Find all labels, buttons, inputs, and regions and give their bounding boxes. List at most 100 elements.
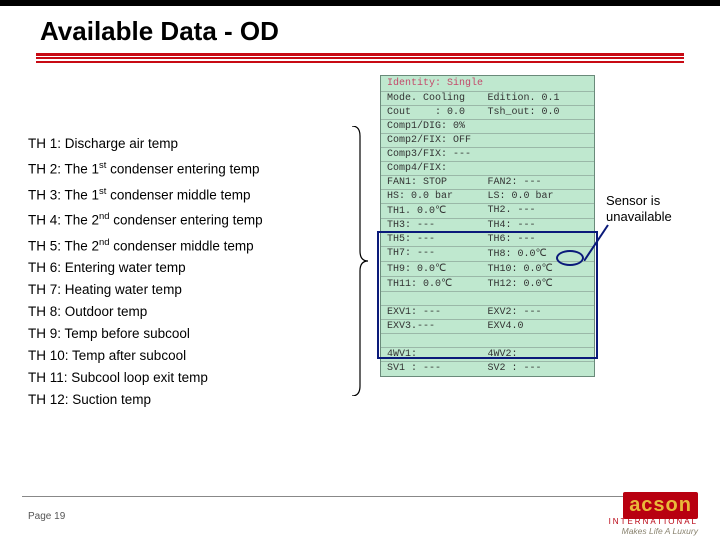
display-cell: EXV4.0 xyxy=(488,321,589,332)
display-cell: EXV1: --- xyxy=(387,307,488,318)
def-tail: condenser entering temp xyxy=(106,162,259,177)
display-cell xyxy=(488,293,589,304)
display-cell: TH11: 0.0℃ xyxy=(387,278,488,290)
def-text: The 2 xyxy=(61,213,99,228)
page-title: Available Data - OD xyxy=(0,6,720,53)
sensor-note-line: Sensor is xyxy=(606,193,706,209)
def-item: TH 11: Subcool loop exit temp xyxy=(28,367,348,389)
def-item: TH 10: Temp after subcool xyxy=(28,345,348,367)
content-area: TH 1: Discharge air temp TH 2: The 1st c… xyxy=(0,71,720,501)
sensor-unavailable-note: Sensor is unavailable xyxy=(606,193,706,225)
def-text: Discharge air temp xyxy=(61,136,178,151)
def-text: Temp after subcool xyxy=(69,348,187,363)
def-label: TH 8: xyxy=(28,304,61,319)
def-text: Heating water temp xyxy=(61,282,182,297)
display-cell xyxy=(488,335,589,346)
logo-intl-text: INTERNATIONAL xyxy=(568,517,698,526)
def-text: Subcool loop exit temp xyxy=(68,370,208,385)
display-row: TH3: ---TH4: --- xyxy=(381,219,594,233)
def-label: TH 9: xyxy=(28,326,61,341)
display-cell xyxy=(387,335,488,346)
display-cell: Cout : 0.0 xyxy=(387,107,488,118)
def-text: Suction temp xyxy=(69,392,152,407)
display-cell: Comp1/DIG: 0% xyxy=(387,121,488,132)
def-text: The 1 xyxy=(61,162,99,177)
display-cell xyxy=(488,121,589,132)
display-row xyxy=(381,334,594,348)
display-row: HS: 0.0 barLS: 0.0 bar xyxy=(381,190,594,204)
display-row: Comp3/FIX: --- xyxy=(381,148,594,162)
def-item: TH 8: Outdoor temp xyxy=(28,301,348,323)
display-row: EXV1: ---EXV2: --- xyxy=(381,306,594,320)
display-row: Comp2/FIX: OFF xyxy=(381,134,594,148)
display-row: SV1 : ---SV2 : --- xyxy=(381,362,594,376)
display-cell: 4WV2: xyxy=(488,349,589,360)
def-item: TH 6: Entering water temp xyxy=(28,257,348,279)
display-row: Cout : 0.0Tsh_out: 0.0 xyxy=(381,106,594,120)
display-cell: TH7: --- xyxy=(387,248,488,260)
def-item: TH 7: Heating water temp xyxy=(28,279,348,301)
display-cell: TH3: --- xyxy=(387,220,488,231)
display-cell: TH1. 0.0℃ xyxy=(387,205,488,217)
display-cell xyxy=(488,163,589,174)
sensor-unavailable-circle xyxy=(556,250,584,266)
display-cell: SV2 : --- xyxy=(488,363,589,375)
display-cell xyxy=(387,293,488,304)
def-item: TH 3: The 1st condenser middle temp xyxy=(28,181,348,207)
display-cell: TH2. --- xyxy=(488,205,589,217)
def-text: Entering water temp xyxy=(61,260,186,275)
display-cell: EXV3.--- xyxy=(387,321,488,332)
def-item: TH 9: Temp before subcool xyxy=(28,323,348,345)
def-label: TH 5: xyxy=(28,238,61,253)
display-row: FAN1: STOPFAN2: --- xyxy=(381,176,594,190)
curly-brace-icon xyxy=(350,126,368,396)
display-cell: Mode. Cooling xyxy=(387,93,488,104)
display-cell xyxy=(488,135,589,146)
pointer-line-icon xyxy=(584,221,612,261)
def-item: TH 2: The 1st condenser entering temp xyxy=(28,155,348,181)
def-label: TH 12: xyxy=(28,392,69,407)
def-label: TH 1: xyxy=(28,136,61,151)
def-item: TH 12: Suction temp xyxy=(28,389,348,411)
display-row: EXV3.---EXV4.0 xyxy=(381,320,594,334)
sensor-note-line: unavailable xyxy=(606,209,706,225)
display-row: 4WV1:4WV2: xyxy=(381,348,594,362)
display-row: Comp4/FIX: xyxy=(381,162,594,176)
brand-logo: acson INTERNATIONAL Makes Life A Luxury xyxy=(568,492,698,536)
display-cell: Edition. 0.1 xyxy=(488,93,589,104)
display-cell: FAN2: --- xyxy=(488,177,589,188)
display-cell: TH5: --- xyxy=(387,234,488,245)
def-text: The 2 xyxy=(61,238,99,253)
display-row: TH5: ---TH6: --- xyxy=(381,233,594,247)
def-label: TH 11: xyxy=(28,370,68,385)
display-cell: Tsh_out: 0.0 xyxy=(488,107,589,118)
def-item: TH 4: The 2nd condenser entering temp xyxy=(28,206,348,232)
page-number: Page 19 xyxy=(28,511,65,522)
display-cell: TH12: 0.0℃ xyxy=(488,278,589,290)
def-text: Temp before subcool xyxy=(61,326,190,341)
def-label: TH 4: xyxy=(28,213,61,228)
display-row: TH11: 0.0℃TH12: 0.0℃ xyxy=(381,277,594,292)
controller-display-panel: Identity: Single Mode. CoolingEdition. 0… xyxy=(380,75,595,377)
def-tail: condenser entering temp xyxy=(110,213,263,228)
def-label: TH 3: xyxy=(28,187,61,202)
footer: Page 19 acson INTERNATIONAL Makes Life A… xyxy=(0,496,720,540)
def-tail: condenser middle temp xyxy=(106,187,250,202)
display-row: TH1. 0.0℃TH2. --- xyxy=(381,204,594,219)
def-text: Outdoor temp xyxy=(61,304,147,319)
display-cell: LS: 0.0 bar xyxy=(488,191,589,202)
display-cell xyxy=(488,149,589,160)
def-sup: nd xyxy=(99,211,110,222)
display-row: Comp1/DIG: 0% xyxy=(381,120,594,134)
def-text: The 1 xyxy=(61,187,99,202)
display-header: Identity: Single xyxy=(381,76,594,92)
red-double-rule xyxy=(36,53,684,63)
def-sup: nd xyxy=(99,237,110,248)
def-label: TH 10: xyxy=(28,348,69,363)
display-row: Mode. CoolingEdition. 0.1 xyxy=(381,92,594,106)
def-label: TH 6: xyxy=(28,260,61,275)
def-item: TH 1: Discharge air temp xyxy=(28,133,348,155)
def-item: TH 5: The 2nd condenser middle temp xyxy=(28,232,348,258)
display-cell: FAN1: STOP xyxy=(387,177,488,188)
def-label: TH 7: xyxy=(28,282,61,297)
